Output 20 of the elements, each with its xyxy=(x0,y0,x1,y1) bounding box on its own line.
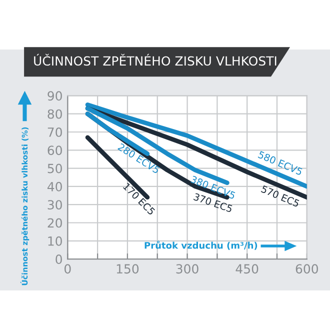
y-tick-label: 50 xyxy=(48,164,62,174)
text: 570 EC5 xyxy=(260,185,300,208)
y-tick-label: 70 xyxy=(48,127,62,137)
text: 580 ECV5 xyxy=(258,150,303,176)
x-tick-label: 150 xyxy=(116,264,139,274)
y-tick-label: 30 xyxy=(48,200,62,210)
x-tick-label: 0 xyxy=(64,264,71,274)
y-tick-label: 90 xyxy=(48,91,62,101)
x-tick-label: 600 xyxy=(296,264,318,274)
x-axis-title: Průtok vzduchu (m³/h) xyxy=(144,240,258,250)
y-tick-label: 80 xyxy=(48,109,62,119)
y-tick-label: 40 xyxy=(47,182,62,192)
y-tick-label: 0 xyxy=(56,254,62,264)
y-tick-label: 60 xyxy=(48,146,62,156)
chart-title: ÚČINNOST ZPĚTNÉHO ZISKU VLHKOSTI xyxy=(34,54,276,66)
y-tick-label: 10 xyxy=(48,236,62,246)
y-tick-label: 20 xyxy=(48,218,62,228)
x-tick-label: 450 xyxy=(236,264,258,274)
x-tick-label: 300 xyxy=(176,264,198,274)
text: 170 EC5 xyxy=(122,182,156,216)
